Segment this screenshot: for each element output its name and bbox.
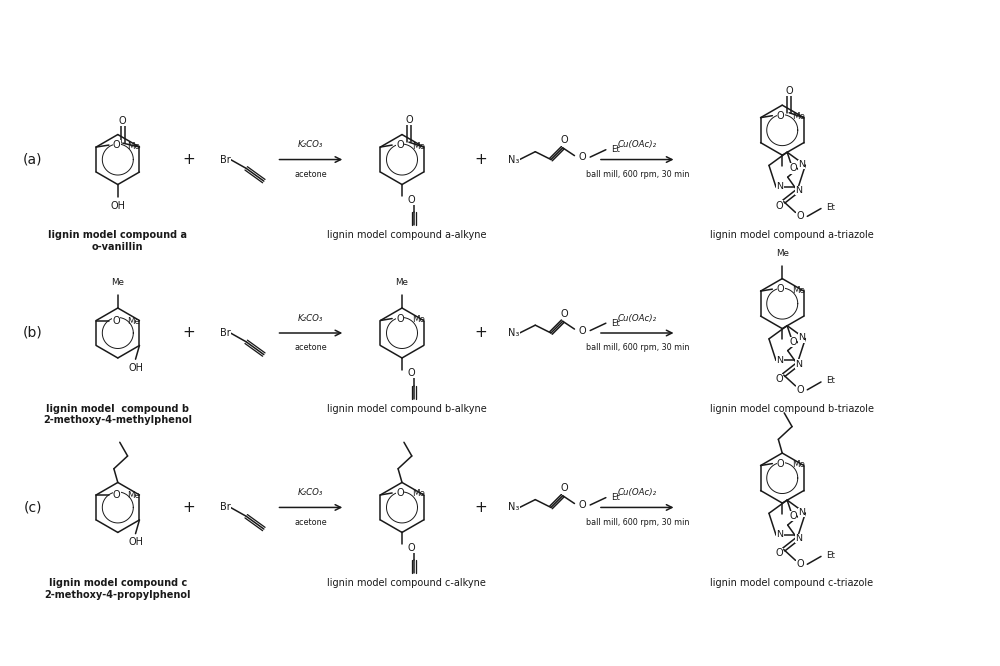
Text: N: N: [798, 334, 805, 342]
Text: lignin model compound b-alkyne: lignin model compound b-alkyne: [327, 404, 487, 414]
Text: Me: Me: [792, 460, 805, 469]
Text: O: O: [119, 116, 127, 126]
Text: OH: OH: [128, 537, 143, 547]
Text: O: O: [561, 484, 568, 494]
Text: Cu(OAc)₂: Cu(OAc)₂: [618, 488, 657, 497]
Text: Et: Et: [611, 145, 620, 155]
Text: N: N: [776, 530, 783, 539]
Text: Br: Br: [220, 155, 230, 165]
Text: O: O: [561, 309, 568, 319]
Text: Et: Et: [611, 319, 620, 328]
Text: Me: Me: [128, 317, 140, 326]
Text: (b): (b): [23, 326, 42, 340]
Text: O: O: [396, 488, 404, 498]
Text: O: O: [776, 200, 783, 210]
Text: +: +: [182, 500, 195, 515]
Text: Me: Me: [128, 492, 140, 500]
Text: +: +: [474, 326, 487, 340]
Text: lignin model compound c-triazole: lignin model compound c-triazole: [710, 578, 874, 588]
Text: O: O: [579, 326, 586, 336]
Text: O: O: [408, 194, 416, 204]
Text: Me: Me: [792, 286, 805, 294]
Text: Cu(OAc)₂: Cu(OAc)₂: [618, 314, 657, 323]
Text: N: N: [795, 534, 802, 543]
Text: O: O: [112, 316, 120, 326]
Text: (a): (a): [23, 153, 42, 166]
Text: +: +: [474, 500, 487, 515]
Text: O: O: [776, 374, 783, 384]
Text: N₃: N₃: [508, 502, 520, 512]
Text: O: O: [777, 284, 785, 294]
Text: Me: Me: [792, 112, 805, 121]
Text: O: O: [797, 385, 804, 395]
Text: K₂CO₃: K₂CO₃: [298, 488, 324, 497]
Text: Me: Me: [412, 490, 425, 498]
Text: K₂CO₃: K₂CO₃: [298, 141, 324, 149]
Text: acetone: acetone: [295, 517, 327, 527]
Text: N: N: [795, 360, 802, 369]
Text: N₃: N₃: [508, 328, 520, 338]
Text: Me: Me: [412, 315, 425, 324]
Text: O: O: [785, 86, 793, 96]
Text: Br: Br: [220, 328, 230, 338]
Text: lignin model compound a-alkyne: lignin model compound a-alkyne: [327, 230, 487, 240]
Text: (c): (c): [23, 500, 42, 514]
Text: Et: Et: [826, 203, 835, 212]
Text: acetone: acetone: [295, 343, 327, 352]
Text: O: O: [113, 140, 121, 150]
Text: N: N: [798, 507, 805, 517]
Text: ball mill, 600 rpm, 30 min: ball mill, 600 rpm, 30 min: [586, 343, 689, 352]
Text: lignin model compound a
o-vanillin: lignin model compound a o-vanillin: [48, 230, 187, 252]
Text: O: O: [408, 543, 416, 553]
Text: Et: Et: [826, 551, 835, 560]
Text: Et: Et: [611, 493, 620, 502]
Text: O: O: [789, 163, 797, 173]
Text: O: O: [396, 314, 404, 324]
Text: Me: Me: [128, 142, 140, 151]
Text: O: O: [579, 500, 586, 510]
Text: +: +: [182, 326, 195, 340]
Text: O: O: [797, 211, 804, 221]
Text: lignin model compound c
2-methoxy-4-propylphenol: lignin model compound c 2-methoxy-4-prop…: [45, 578, 191, 599]
Text: Me: Me: [412, 142, 425, 151]
Text: O: O: [579, 152, 586, 162]
Text: O: O: [561, 135, 568, 145]
Text: OH: OH: [110, 200, 125, 210]
Text: +: +: [474, 152, 487, 167]
Text: O: O: [113, 490, 121, 500]
Text: lignin model compound c-alkyne: lignin model compound c-alkyne: [327, 578, 486, 588]
Text: acetone: acetone: [295, 170, 327, 179]
Text: ball mill, 600 rpm, 30 min: ball mill, 600 rpm, 30 min: [586, 170, 689, 179]
Text: N: N: [798, 160, 805, 169]
Text: O: O: [405, 115, 413, 125]
Text: N: N: [776, 356, 783, 365]
Text: K₂CO₃: K₂CO₃: [298, 314, 324, 323]
Text: N: N: [795, 186, 802, 195]
Text: lignin model compound b-triazole: lignin model compound b-triazole: [710, 404, 874, 414]
Text: +: +: [182, 152, 195, 167]
Text: lignin model  compound b
2-methoxy-4-methylphenol: lignin model compound b 2-methoxy-4-meth…: [43, 404, 192, 425]
Text: lignin model compound a-triazole: lignin model compound a-triazole: [710, 230, 874, 240]
Text: O: O: [396, 140, 404, 150]
Text: Me: Me: [776, 249, 789, 258]
Text: O: O: [776, 549, 783, 559]
Text: Cu(OAc)₂: Cu(OAc)₂: [618, 141, 657, 149]
Text: OH: OH: [128, 362, 143, 372]
Text: N: N: [776, 182, 783, 191]
Text: Et: Et: [826, 376, 835, 386]
Text: O: O: [789, 511, 797, 521]
Text: Me: Me: [111, 278, 124, 288]
Text: O: O: [777, 459, 785, 469]
Text: Me: Me: [396, 278, 408, 288]
Text: N₃: N₃: [508, 155, 520, 165]
Text: O: O: [777, 111, 785, 121]
Text: O: O: [789, 337, 797, 347]
Text: ball mill, 600 rpm, 30 min: ball mill, 600 rpm, 30 min: [586, 517, 689, 527]
Text: Br: Br: [220, 502, 230, 512]
Text: O: O: [408, 368, 416, 378]
Text: O: O: [797, 559, 804, 569]
